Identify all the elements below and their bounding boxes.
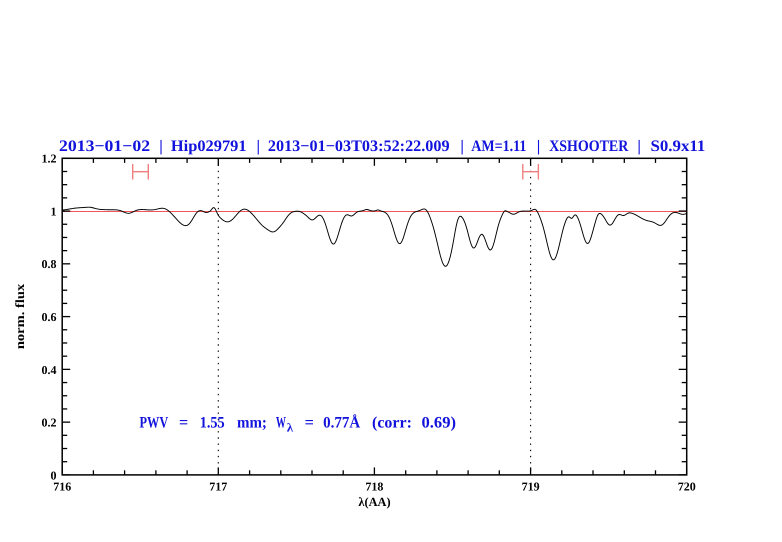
svg-text:0: 0	[51, 468, 57, 482]
svg-text:0.6: 0.6	[42, 310, 57, 324]
svg-text:717: 717	[209, 479, 227, 493]
svg-text:1.55: 1.55	[200, 414, 225, 431]
svg-text:S0.9x11: S0.9x11	[651, 138, 706, 155]
svg-text:=: =	[179, 414, 188, 431]
svg-text:1: 1	[51, 205, 57, 219]
svg-text:(corr:: (corr:	[372, 414, 412, 431]
svg-text:2013−01−02: 2013−01−02	[59, 138, 150, 155]
svg-text:norm. flux: norm. flux	[13, 283, 27, 349]
svg-text:0.69): 0.69)	[422, 414, 457, 431]
svg-text:0.2: 0.2	[42, 416, 57, 430]
svg-text:0.4: 0.4	[42, 363, 57, 377]
svg-text:|: |	[460, 138, 464, 155]
svg-text:W: W	[276, 414, 286, 431]
svg-text:AM=1.11: AM=1.11	[471, 138, 526, 155]
svg-text:|: |	[159, 138, 163, 155]
svg-text:|: |	[637, 138, 641, 155]
svg-text:PWV: PWV	[140, 414, 169, 431]
svg-text:0.8: 0.8	[42, 257, 57, 271]
svg-text:XSHOOTER: XSHOOTER	[549, 138, 628, 155]
svg-text:=: =	[305, 414, 314, 431]
svg-text:|: |	[537, 138, 541, 155]
svg-text:mm;: mm;	[237, 414, 267, 431]
svg-text:720: 720	[678, 479, 696, 493]
svg-text:λ(AA): λ(AA)	[358, 495, 390, 509]
svg-text:719: 719	[522, 479, 540, 493]
svg-text:1.2: 1.2	[42, 152, 57, 166]
svg-text:Hip029791: Hip029791	[171, 138, 247, 155]
svg-text:718: 718	[365, 479, 383, 493]
svg-text:0.77Å: 0.77Å	[323, 413, 361, 431]
svg-text:716: 716	[53, 479, 71, 493]
svg-text:λ: λ	[287, 420, 294, 434]
svg-text:2013−01−03T03:52:22.009: 2013−01−03T03:52:22.009	[268, 138, 450, 155]
svg-text:|: |	[257, 138, 261, 155]
